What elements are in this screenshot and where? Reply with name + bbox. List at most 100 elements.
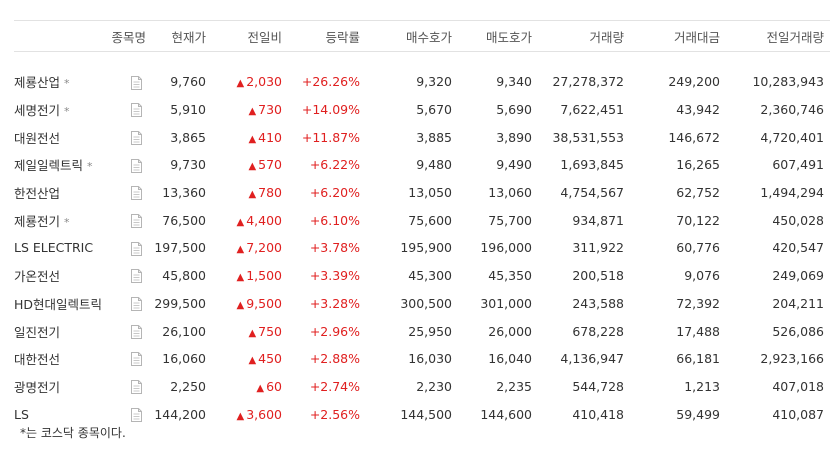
stock-name-cell[interactable]: 일진전기: [14, 317, 126, 345]
change-cell: ▲ 730: [212, 96, 288, 124]
document-icon-cell[interactable]: [126, 151, 146, 179]
stock-name-link[interactable]: 제일일렉트릭: [14, 158, 84, 174]
rate-cell: +6.20%: [309, 185, 361, 201]
footnote: *는 코스닥 종목이다.: [20, 426, 126, 440]
ask-cell: 5,690: [496, 102, 533, 118]
amount-cell: 249,200: [668, 74, 721, 90]
header-bid: 매수호가: [366, 20, 459, 52]
stock-name-cell[interactable]: 제룡산업 *: [14, 68, 126, 96]
document-icon[interactable]: [130, 186, 142, 201]
change-cell: ▲ 4,400: [212, 206, 288, 234]
up-triangle-icon: ▲: [248, 133, 257, 145]
bid-cell: 144,500: [400, 406, 453, 422]
document-icon-cell[interactable]: [126, 345, 146, 373]
stock-name-link[interactable]: 한전산업: [14, 186, 61, 202]
document-icon[interactable]: [130, 352, 142, 367]
rate-cell: +14.09%: [301, 102, 361, 118]
stock-name-cell[interactable]: 한전산업: [14, 179, 126, 207]
up-triangle-icon: ▲: [248, 355, 257, 367]
stock-name-link[interactable]: 제룡산업: [14, 75, 61, 91]
document-icon[interactable]: [130, 241, 142, 256]
change-value: 3,600: [246, 406, 283, 422]
change-value: 750: [258, 323, 283, 339]
stock-name-cell[interactable]: LS ELECTRIC: [14, 234, 126, 262]
document-icon[interactable]: [130, 214, 142, 229]
prev-volume-cell: 2,923,166: [760, 351, 825, 367]
change-value: 2,030: [246, 74, 283, 90]
ask-cell: 144,600: [480, 406, 533, 422]
volume-cell: 7,622,451: [560, 102, 625, 118]
volume-cell: 678,228: [572, 323, 625, 339]
table-row: 대원전선 3,865 ▲ 410 +11.87% 3,885 3,890 38,531,553…: [14, 123, 830, 151]
table-row: 제룡전기 * 76,500 ▲ 4,400 +6.10% 75,600 75,700 934,8…: [14, 206, 830, 234]
up-triangle-icon: ▲: [248, 327, 257, 339]
stock-name-cell[interactable]: 대한전선: [14, 345, 126, 373]
stock-name-cell[interactable]: 대원전선: [14, 123, 126, 151]
stock-name-cell[interactable]: HD현대일렉트릭: [14, 290, 126, 318]
ask-cell: 75,700: [488, 212, 533, 228]
document-icon-cell[interactable]: [126, 373, 146, 401]
rate-cell: +3.39%: [309, 268, 361, 284]
stock-name-cell[interactable]: 세명전기 *: [14, 96, 126, 124]
document-icon[interactable]: [130, 269, 142, 284]
header-change: 전일비: [212, 20, 289, 52]
rate-cell: +6.22%: [309, 157, 361, 173]
stock-name-link[interactable]: 대한전선: [14, 352, 61, 368]
price-cell: 197,500: [154, 240, 207, 256]
stock-name-link[interactable]: LS ELECTRIC: [14, 240, 94, 256]
stock-name-cell[interactable]: 제룡전기 *: [14, 206, 126, 234]
stock-name-link[interactable]: 가온전선: [14, 269, 61, 285]
document-icon-cell[interactable]: [126, 400, 146, 428]
volume-cell: 311,922: [572, 240, 625, 256]
document-icon[interactable]: [130, 103, 142, 118]
document-icon[interactable]: [130, 297, 142, 312]
stock-name-link[interactable]: 광명전기: [14, 379, 61, 395]
stock-table: 종목명 현재가 전일비 등락률 매수호가 매도호가 거래량 거래대금 전일거래량…: [14, 20, 830, 428]
change-cell: ▲ 780: [212, 179, 288, 207]
document-icon-cell[interactable]: [126, 290, 146, 318]
stock-name-link[interactable]: LS: [14, 406, 29, 422]
document-icon-cell[interactable]: [126, 262, 146, 290]
document-icon-cell[interactable]: [126, 68, 146, 96]
document-icon-cell[interactable]: [126, 96, 146, 124]
document-icon[interactable]: [130, 407, 142, 422]
stock-name-cell[interactable]: 가온전선: [14, 262, 126, 290]
stock-name-link[interactable]: 대원전선: [14, 130, 61, 146]
document-icon[interactable]: [130, 158, 142, 173]
stock-name-cell[interactable]: 제일일렉트릭 *: [14, 151, 126, 179]
document-icon-cell[interactable]: [126, 234, 146, 262]
up-triangle-icon: ▲: [248, 161, 257, 173]
document-icon-cell[interactable]: [126, 317, 146, 345]
document-icon-cell[interactable]: [126, 179, 146, 207]
stock-name-link[interactable]: 제룡전기: [14, 213, 61, 229]
stock-name-link[interactable]: 일진전기: [14, 324, 61, 340]
ask-cell: 3,890: [496, 129, 533, 145]
change-value: 9,500: [246, 295, 283, 311]
amount-cell: 1,213: [684, 378, 721, 394]
stock-name-cell[interactable]: LS: [14, 400, 126, 428]
change-value: 570: [258, 157, 283, 173]
header-prev-volume: 전일거래량: [726, 20, 830, 52]
document-icon[interactable]: [130, 130, 142, 145]
ask-cell: 2,235: [496, 378, 533, 394]
document-icon[interactable]: [130, 324, 142, 339]
stock-name-cell[interactable]: 광명전기: [14, 373, 126, 401]
prev-volume-cell: 420,547: [772, 240, 825, 256]
rate-cell: +2.56%: [309, 406, 361, 422]
document-icon-cell[interactable]: [126, 206, 146, 234]
table-row: 가온전선 45,800 ▲ 1,500 +3.39% 45,300 45,350 200,51…: [14, 262, 830, 290]
rate-cell: +2.74%: [309, 378, 361, 394]
amount-cell: 59,499: [676, 406, 721, 422]
document-icon[interactable]: [130, 380, 142, 395]
amount-cell: 66,181: [676, 351, 721, 367]
document-icon[interactable]: [130, 75, 142, 90]
stock-name-link[interactable]: 세명전기: [14, 103, 61, 119]
volume-cell: 4,754,567: [560, 185, 625, 201]
amount-cell: 16,265: [676, 157, 721, 173]
document-icon-cell[interactable]: [126, 123, 146, 151]
table-row: 일진전기 26,100 ▲ 750 +2.96% 25,950 26,000 678,228 1…: [14, 317, 830, 345]
volume-cell: 934,871: [572, 212, 625, 228]
change-value: 1,500: [246, 268, 283, 284]
stock-name-link[interactable]: HD현대일렉트릭: [14, 296, 103, 312]
table-row: 대한전선 16,060 ▲ 450 +2.88% 16,030 16,040 4,136,94…: [14, 345, 830, 373]
